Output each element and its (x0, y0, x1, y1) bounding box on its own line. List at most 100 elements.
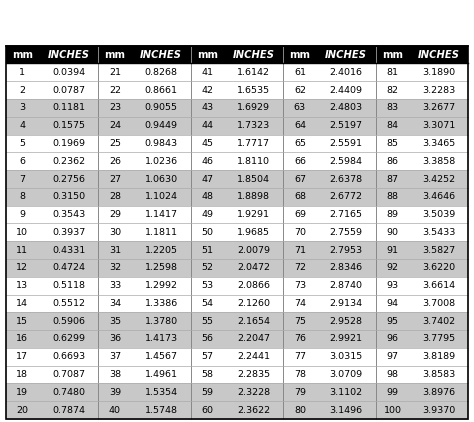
Bar (6, 259, 468, 277)
Text: INCHES: INCHES (47, 50, 90, 60)
Text: 3.1890: 3.1890 (422, 68, 455, 77)
Text: 37: 37 (109, 352, 121, 361)
Text: 0.6693: 0.6693 (52, 352, 85, 361)
Text: 44: 44 (201, 121, 213, 130)
Text: 18: 18 (16, 370, 28, 379)
Text: 41: 41 (201, 68, 213, 77)
Text: 92: 92 (386, 263, 399, 272)
Text: 95: 95 (386, 316, 399, 326)
Text: 1.7323: 1.7323 (237, 121, 270, 130)
Text: 1.0236: 1.0236 (145, 157, 178, 166)
Text: mm: mm (382, 50, 403, 60)
Text: 86: 86 (386, 157, 399, 166)
Text: 0.5512: 0.5512 (52, 299, 85, 308)
Text: 40: 40 (109, 406, 121, 414)
Text: 27: 27 (109, 175, 121, 184)
Text: 1.6535: 1.6535 (237, 86, 270, 95)
Text: 3.7795: 3.7795 (422, 335, 455, 344)
Text: 29: 29 (109, 210, 121, 219)
Text: 73: 73 (294, 281, 306, 290)
Text: 94: 94 (386, 299, 399, 308)
Text: 6: 6 (19, 157, 25, 166)
Text: mm: mm (290, 50, 310, 60)
Bar (6, 63, 468, 81)
Bar (6, 206, 468, 223)
Text: 3.8976: 3.8976 (422, 388, 455, 397)
Text: 2.0079: 2.0079 (237, 246, 270, 254)
Text: 3.4252: 3.4252 (422, 175, 455, 184)
Text: 2.2441: 2.2441 (237, 352, 270, 361)
Text: 56: 56 (201, 335, 213, 344)
Text: 0.1969: 0.1969 (52, 139, 85, 148)
Text: 46: 46 (201, 157, 213, 166)
Text: 26: 26 (109, 157, 121, 166)
Text: 0.4724: 0.4724 (52, 263, 85, 272)
Text: 25: 25 (109, 139, 121, 148)
Text: 3.6220: 3.6220 (422, 263, 455, 272)
Text: 2.0472: 2.0472 (237, 263, 270, 272)
Text: 11: 11 (16, 246, 28, 254)
Text: 49: 49 (201, 210, 213, 219)
Text: 3.8583: 3.8583 (422, 370, 456, 379)
Text: 1.0630: 1.0630 (145, 175, 178, 184)
Text: 28: 28 (109, 192, 121, 201)
Text: 1.4173: 1.4173 (145, 335, 178, 344)
Text: 3.1496: 3.1496 (329, 406, 363, 414)
Text: 0.2756: 0.2756 (52, 175, 85, 184)
Text: INCHES: INCHES (418, 50, 460, 60)
Text: 0.9449: 0.9449 (145, 121, 178, 130)
Text: 0.7087: 0.7087 (52, 370, 85, 379)
Text: 2.6378: 2.6378 (329, 175, 363, 184)
Text: 91: 91 (386, 246, 399, 254)
Text: 14: 14 (16, 299, 28, 308)
Text: 2.9921: 2.9921 (330, 335, 363, 344)
Text: 3.0315: 3.0315 (329, 352, 363, 361)
Bar (6, 170, 468, 188)
Text: 15: 15 (16, 316, 28, 326)
Text: 83: 83 (386, 103, 399, 112)
Text: 1.1417: 1.1417 (145, 210, 178, 219)
Text: 59: 59 (201, 388, 213, 397)
Text: 0.8268: 0.8268 (145, 68, 178, 77)
Text: 50: 50 (201, 228, 213, 237)
Text: 51: 51 (201, 246, 213, 254)
Text: 1.9291: 1.9291 (237, 210, 270, 219)
Text: 3.5433: 3.5433 (422, 228, 456, 237)
Text: 43: 43 (201, 103, 213, 112)
Text: 42: 42 (201, 86, 213, 95)
Text: 2.7165: 2.7165 (330, 210, 363, 219)
Text: 90: 90 (386, 228, 399, 237)
Text: 76: 76 (294, 335, 306, 344)
Text: 1.5354: 1.5354 (145, 388, 178, 397)
Text: 4: 4 (19, 121, 25, 130)
Text: 62: 62 (294, 86, 306, 95)
Text: 3.6614: 3.6614 (422, 281, 455, 290)
Text: 3.4646: 3.4646 (422, 192, 455, 201)
Text: 1.8504: 1.8504 (237, 175, 270, 184)
Text: 20: 20 (16, 406, 28, 414)
Text: 24: 24 (109, 121, 121, 130)
Text: 2.2835: 2.2835 (237, 370, 270, 379)
Text: 55: 55 (201, 316, 213, 326)
Text: 77: 77 (294, 352, 306, 361)
Text: INCHES: INCHES (233, 50, 274, 60)
Text: 61: 61 (294, 68, 306, 77)
Text: 34: 34 (109, 299, 121, 308)
Text: 31: 31 (109, 246, 121, 254)
Text: 0.3937: 0.3937 (52, 228, 85, 237)
Text: 39: 39 (109, 388, 121, 397)
Bar (6, 135, 468, 152)
Text: 2.7953: 2.7953 (329, 246, 363, 254)
Text: 1.6929: 1.6929 (237, 103, 270, 112)
Text: 0.3543: 0.3543 (52, 210, 85, 219)
Text: 70: 70 (294, 228, 306, 237)
Text: 21: 21 (109, 68, 121, 77)
Text: 0.1181: 0.1181 (52, 103, 85, 112)
Text: 54: 54 (201, 299, 213, 308)
Text: 3.5827: 3.5827 (422, 246, 455, 254)
Text: 3.9370: 3.9370 (422, 406, 456, 414)
Text: 2.3622: 2.3622 (237, 406, 270, 414)
Text: 1.7717: 1.7717 (237, 139, 270, 148)
Text: 0.5118: 0.5118 (52, 281, 85, 290)
Bar (6, 365, 468, 384)
